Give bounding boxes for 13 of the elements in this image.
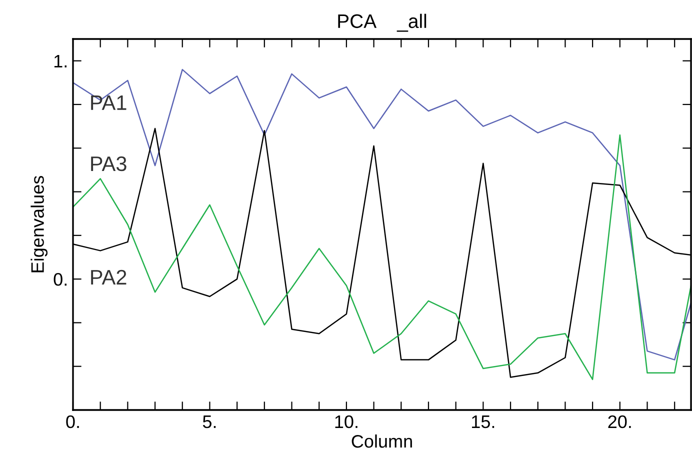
chart-title: PCA _all [338, 14, 426, 32]
series-label: PA3 [91, 156, 126, 172]
x-tick-label: 20. [608, 415, 631, 428]
line-series [73, 68, 691, 360]
x-tick-label: 15. [472, 416, 494, 428]
y-tick-label: 1. [54, 54, 66, 68]
x-tick-label: 0. [66, 415, 79, 428]
x-axis-title: Column [352, 434, 412, 448]
x-tick-label: 5. [202, 416, 216, 428]
series-label: PA1 [91, 96, 126, 110]
series-label: PA2 [91, 270, 126, 284]
x-tick-label: 10. [335, 415, 358, 428]
y-axis-title: Eigenvalues [30, 176, 48, 272]
